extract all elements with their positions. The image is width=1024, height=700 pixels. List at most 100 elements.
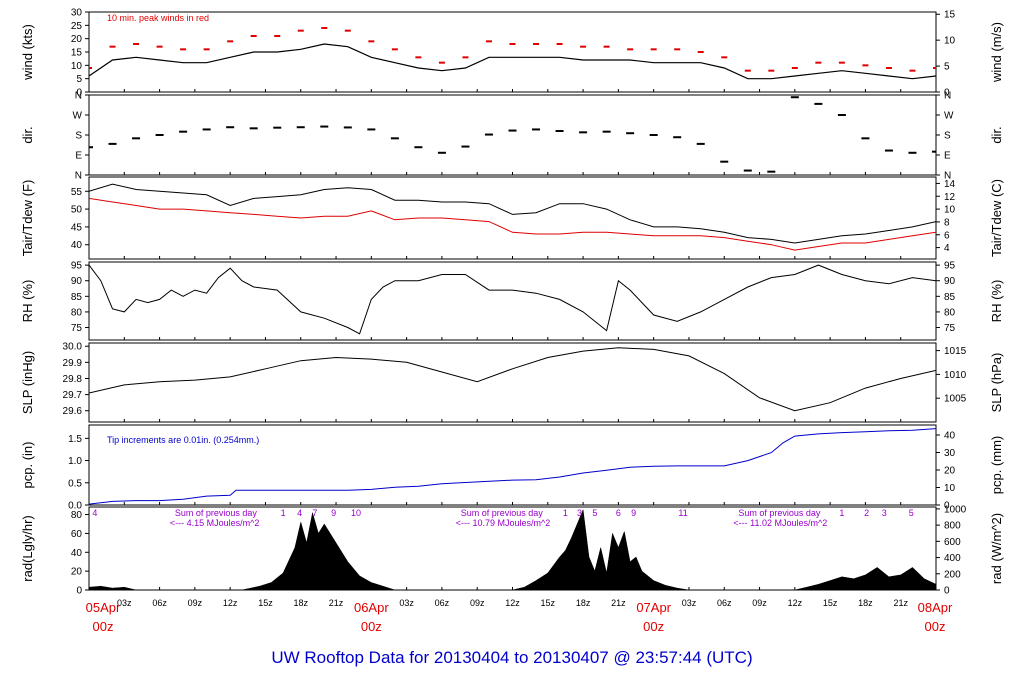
wind-peak-point [391,48,398,51]
direction-point [861,137,870,140]
panel-temperature-frame [88,176,937,260]
direction-point [673,136,682,139]
radiation-hour-mark: 10 [351,508,361,518]
direction-point [649,134,658,136]
panel-wind-ytick-label: 30 [71,8,83,19]
direction-point [790,96,799,99]
panel-precip-ylabel: pcp. (in) [20,442,35,489]
panel-radiation-ytick-label: 20 [71,567,83,578]
panel-radiation-ytick-right-label: 800 [944,521,961,532]
time-axis-hour-label: 12z [223,598,238,608]
panel-temperature-ylabel: Tair/Tdew (F) [20,180,35,257]
direction-point [932,150,936,153]
wind-peak-point [321,27,328,29]
direction-point [696,142,705,145]
panel-rh-ytick-right-label: 85 [944,292,956,303]
radiation-hour-mark: 1 [281,508,286,518]
panel-pressure-ytick-label: 29.7 [63,390,83,401]
panel-dir-ytick-right-label: S [944,131,951,142]
wind-peak-point [603,45,610,48]
direction-point [367,128,376,131]
panel-dir-ytick-right-label: W [944,111,954,122]
radiation-note-line2: <--- 10.79 MJoules/m^2 [456,518,551,528]
panel-radiation-ytick-label: 40 [71,548,83,559]
wind-peak-point [509,43,516,45]
wind-peak-point [933,67,936,69]
time-axis-hour-label: 09z [188,598,203,608]
wind-peak-point [415,56,422,59]
time-axis-hour-label: 15z [258,598,273,608]
radiation-hour-mark: 1 [839,508,844,518]
time-axis-hour-label: 12z [505,598,520,608]
panel-dir-frame [88,94,937,176]
direction-point [461,145,470,148]
panel-pressure-ytick-label: 29.6 [63,406,83,417]
time-axis-date-label: 08Apr [918,600,953,615]
direction-point [908,151,917,154]
time-axis-hour-label: 18z [293,598,308,608]
wind-peak-point [815,61,822,64]
radiation-note-line1: Sum of previous day [738,508,821,518]
panel-rh-ylabel: RH (%) [20,280,35,323]
time-axis-hour-label: 06z [435,598,450,608]
panel-wind-frame [88,11,937,93]
panel-rh-ytick-right-label: 90 [944,276,956,287]
time-axis-hour-label: 06z [717,598,732,608]
direction-point [814,102,823,105]
panel-rh-ylabel-right: RH (%) [989,280,1004,323]
direction-point [837,114,846,116]
panel-radiation-ytick-right-label: 200 [944,569,961,580]
wind-peak-point [556,43,563,45]
direction-point [343,126,352,129]
panel-dir-ytick-label: E [75,151,82,162]
panel-temperature-ytick-right-label: 6 [944,230,950,241]
time-axis-date-label: 07Apr [636,600,671,615]
time-axis-date-label: 06Apr [354,600,389,615]
radiation-hour-mark: 9 [331,508,336,518]
wind-peak-point [274,35,281,37]
panel-temperature-ytick-label: 45 [71,222,83,233]
time-axis-hour-label: 06z [152,598,167,608]
radiation-hour-mark: 3 [577,508,582,518]
panel-precip-ytick-label: 0.0 [68,501,82,512]
time-axis-hour-label: 18z [576,598,591,608]
direction-point [437,151,446,154]
time-axis-hour-label: 09z [470,598,485,608]
panel-temperature-ytick-right-label: 8 [944,217,950,228]
panel-dir-ytick-label: W [73,111,83,122]
wind-peak-point [674,48,681,51]
direction-point [273,126,282,129]
panel-temperature-ytick-label: 40 [71,240,83,251]
direction-point [508,129,517,132]
direction-point [602,130,611,133]
panel-temperature-series-0 [89,183,936,244]
panel-dir-ytick-label: N [75,91,82,102]
direction-point [155,134,164,136]
radiation-note-line1: Sum of previous day [461,508,544,518]
panel-temperature-ytick-right-label: 12 [944,192,956,203]
panel-dir-ytick-label: S [75,131,82,142]
panel-wind-ytick-label: 10 [71,61,83,72]
direction-point [226,126,235,129]
radiation-hour-mark: 3 [882,508,887,518]
direction-point [555,130,564,132]
panel-wind-ytick-label: 5 [76,74,82,85]
panel-radiation-ytick-label: 60 [71,529,83,540]
panel-pressure-ylabel: SLP (inHg) [20,351,35,414]
panel-temperature-series-1 [89,197,936,251]
radiation-note-line2: <--- 11.02 MJoules/m^2 [733,518,827,528]
time-axis-date-label: 05Apr [86,600,121,615]
panel-radiation-ytick-right-label: 400 [944,553,961,564]
panel-wind-series-0 [89,43,936,80]
wind-peak-point [133,43,140,45]
panel-pressure-ytick-right-label: 1015 [944,346,967,357]
panel-radiation-ylabel-right: rad (W/m^2) [989,513,1004,584]
panel-pressure-ytick-label: 29.8 [63,374,83,385]
direction-point [132,137,141,140]
direction-point [89,146,93,149]
time-axis-hour-label: 03z [399,598,414,608]
wind-peak-point [250,35,257,37]
panel-dir-ytick-right-label: N [944,91,951,102]
panel-wind-ytick-label: 20 [71,34,83,45]
panel-precip-ytick-label: 1.0 [68,456,82,467]
